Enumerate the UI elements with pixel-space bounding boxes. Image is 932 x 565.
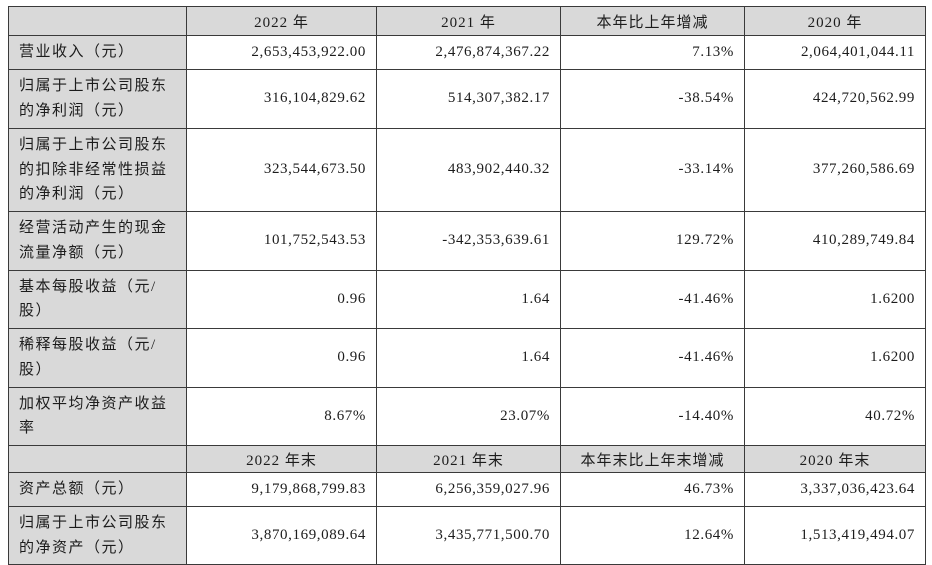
col-header-2020-yearend: 2020 年末 [744, 445, 926, 473]
col-header-yearend-change: 本年末比上年末增减 [560, 445, 745, 473]
cell-value: -41.46% [560, 269, 745, 329]
cell-value: 12.64% [560, 505, 745, 565]
cell-value: 8.67% [186, 386, 377, 446]
cell-value: -342,353,639.61 [376, 211, 561, 271]
cell-value: 483,902,440.32 [376, 127, 561, 213]
row-label: 归属于上市公司股东的扣除非经常性损益的净利润（元） [8, 127, 187, 213]
cell-value: 3,337,036,423.64 [744, 472, 926, 507]
cell-value: 514,307,382.17 [376, 68, 561, 129]
cell-value: 3,435,771,500.70 [376, 505, 561, 565]
cell-value: -38.54% [560, 68, 745, 129]
row-label: 资产总额（元） [8, 472, 187, 507]
corner-cell [8, 6, 187, 36]
table-row-weighted-avg-roe: 加权平均净资产收益率 8.67% 23.07% -14.40% 40.72% [8, 386, 926, 446]
table-row-net-assets: 归属于上市公司股东的净资产（元） 3,870,169,089.64 3,435,… [8, 505, 926, 565]
col-header-2020: 2020 年 [744, 6, 926, 36]
cell-value: 377,260,586.69 [744, 127, 926, 213]
cell-value: -41.46% [560, 328, 745, 388]
cell-value: 1.64 [376, 328, 561, 388]
corner-cell [8, 445, 187, 473]
col-header-2022: 2022 年 [186, 6, 377, 36]
yearend-header-row: 2022 年末 2021 年末 本年末比上年末增减 2020 年末 [8, 445, 926, 473]
cell-value: 129.72% [560, 211, 745, 271]
row-label: 归属于上市公司股东的净利润（元） [8, 68, 187, 129]
cell-value: 101,752,543.53 [186, 211, 377, 271]
cell-value: 46.73% [560, 472, 745, 507]
row-label: 经营活动产生的现金流量净额（元） [8, 211, 187, 271]
cell-value: 7.13% [560, 35, 745, 70]
cell-value: 2,064,401,044.11 [744, 35, 926, 70]
col-header-2021: 2021 年 [376, 6, 561, 36]
cell-value: 1.6200 [744, 269, 926, 329]
cell-value: 1,513,419,494.07 [744, 505, 926, 565]
cell-value: -14.40% [560, 386, 745, 446]
financial-summary-table: 2022 年 2021 年 本年比上年增减 2020 年 营业收入（元） 2,6… [8, 6, 926, 565]
col-header-2021-yearend: 2021 年末 [376, 445, 561, 473]
table-row-diluted-eps: 稀释每股收益（元/股） 0.96 1.64 -41.46% 1.6200 [8, 328, 926, 388]
cell-value: 410,289,749.84 [744, 211, 926, 271]
cell-value: 2,653,453,922.00 [186, 35, 377, 70]
table-row-operating-cash-flow: 经营活动产生的现金流量净额（元） 101,752,543.53 -342,353… [8, 211, 926, 271]
cell-value: 316,104,829.62 [186, 68, 377, 129]
cell-value: 1.6200 [744, 328, 926, 388]
row-label: 营业收入（元） [8, 35, 187, 70]
row-label: 加权平均净资产收益率 [8, 386, 187, 446]
cell-value: 0.96 [186, 269, 377, 329]
cell-value: 6,256,359,027.96 [376, 472, 561, 507]
cell-value: 424,720,562.99 [744, 68, 926, 129]
table-row-total-assets: 资产总额（元） 9,179,868,799.83 6,256,359,027.9… [8, 472, 926, 507]
cell-value: 3,870,169,089.64 [186, 505, 377, 565]
table-row-net-profit: 归属于上市公司股东的净利润（元） 316,104,829.62 514,307,… [8, 68, 926, 129]
cell-value: 9,179,868,799.83 [186, 472, 377, 507]
col-header-yoy-change: 本年比上年增减 [560, 6, 745, 36]
col-header-2022-yearend: 2022 年末 [186, 445, 377, 473]
row-label: 稀释每股收益（元/股） [8, 328, 187, 388]
cell-value: 0.96 [186, 328, 377, 388]
cell-value: 1.64 [376, 269, 561, 329]
row-label: 基本每股收益（元/股） [8, 269, 187, 329]
cell-value: 2,476,874,367.22 [376, 35, 561, 70]
cell-value: -33.14% [560, 127, 745, 213]
table-row-revenue: 营业收入（元） 2,653,453,922.00 2,476,874,367.2… [8, 35, 926, 70]
financial-summary-table-wrap: 2022 年 2021 年 本年比上年增减 2020 年 营业收入（元） 2,6… [8, 6, 926, 565]
period-header-row: 2022 年 2021 年 本年比上年增减 2020 年 [8, 6, 926, 36]
cell-value: 40.72% [744, 386, 926, 446]
cell-value: 323,544,673.50 [186, 127, 377, 213]
table-row-net-profit-excl-nonrecurring: 归属于上市公司股东的扣除非经常性损益的净利润（元） 323,544,673.50… [8, 127, 926, 213]
row-label: 归属于上市公司股东的净资产（元） [8, 505, 187, 565]
table-row-basic-eps: 基本每股收益（元/股） 0.96 1.64 -41.46% 1.6200 [8, 269, 926, 329]
cell-value: 23.07% [376, 386, 561, 446]
